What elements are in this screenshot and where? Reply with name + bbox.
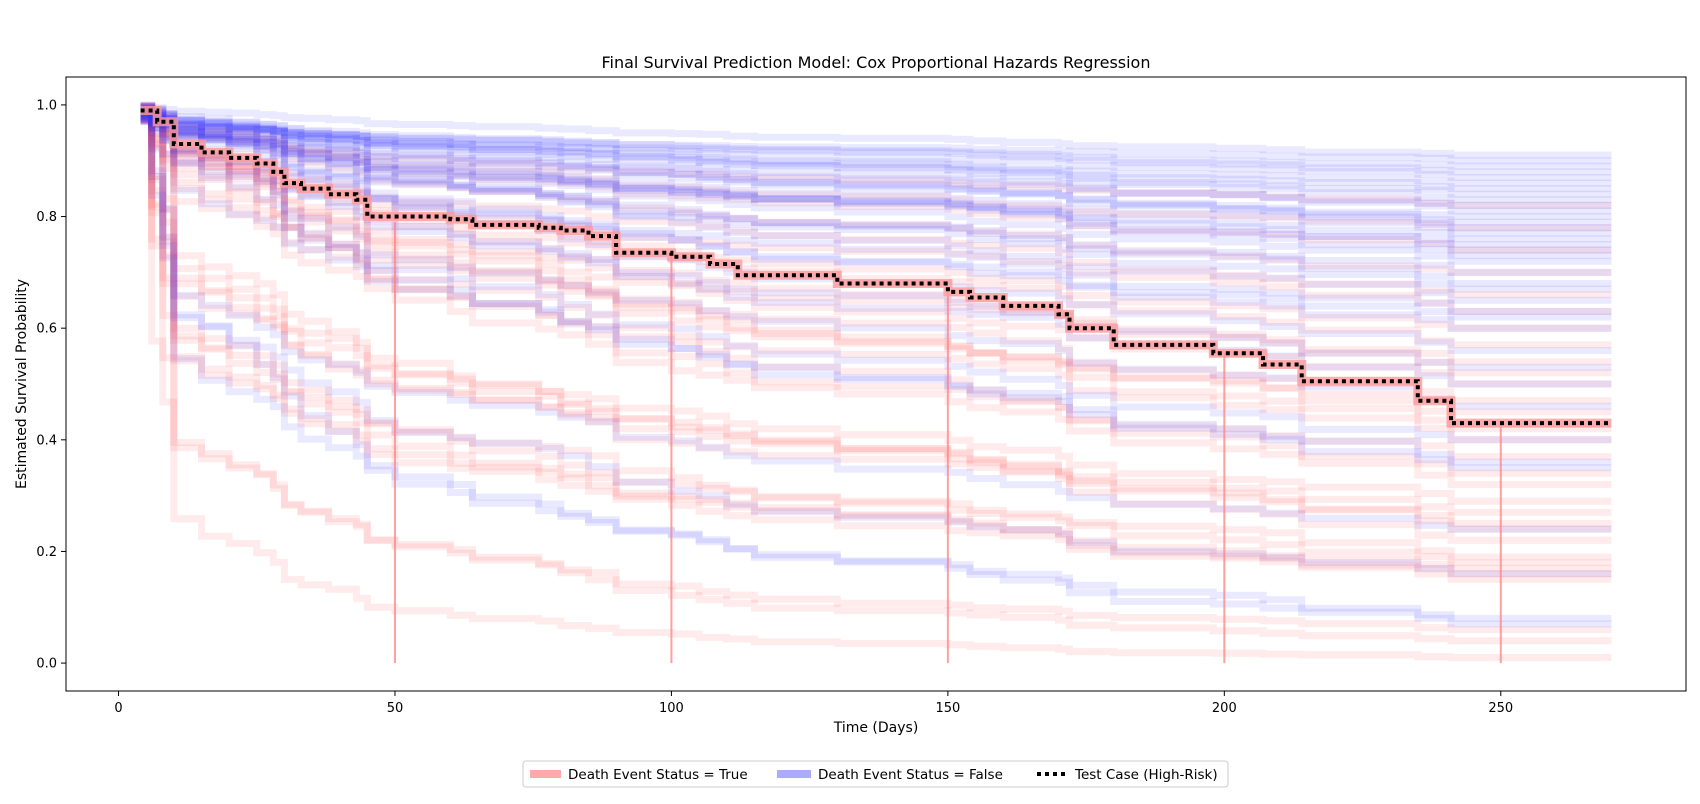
legend-label-death-true: Death Event Status = True: [568, 767, 748, 783]
death-true-curve: [140, 110, 1612, 488]
death-false-curve: [140, 103, 1612, 204]
x-tick-label: 50: [387, 701, 404, 716]
death-false-curve: [140, 109, 1612, 287]
death-true-curve: [140, 108, 1612, 405]
death-false-curve: [140, 103, 1612, 578]
death-false-curve: [140, 113, 1612, 260]
death-false-curve: [140, 101, 1612, 304]
death-false-curve: [140, 112, 1612, 265]
x-tick-label: 250: [1488, 701, 1513, 716]
death-false-curve: [140, 116, 1612, 220]
death-true-curve: [140, 116, 1612, 209]
death-false-curve: [140, 108, 1612, 293]
x-tick-label: 100: [659, 701, 684, 716]
death-true-curve: [140, 107, 1612, 567]
test-case-curve-group: [140, 106, 1612, 428]
x-axis-label: Time (Days): [833, 720, 919, 736]
y-tick-label: 0.6: [36, 322, 57, 337]
plot-area: [140, 101, 1612, 664]
death-false-curve: [140, 110, 1612, 533]
y-tick-label: 0.2: [36, 545, 57, 560]
death-false-curve: [140, 107, 1612, 187]
death-false-curve: [140, 107, 1612, 466]
death-false-curve: [140, 106, 1612, 628]
y-tick-label: 0.0: [36, 657, 57, 672]
x-tick-label: 150: [935, 701, 960, 716]
death-false-curve: [140, 115, 1612, 410]
death-false-curve: [140, 109, 1612, 254]
plot-frame: [65, 76, 1687, 692]
death-false-curve: [140, 102, 1612, 354]
death-false-curve: [140, 113, 1612, 444]
test-case-curve: [140, 108, 1612, 426]
legend: Death Event Status = True Death Event St…: [522, 760, 1229, 788]
death-true-curve: [140, 110, 1612, 533]
death-true-curve: [140, 116, 1612, 661]
death-true-curve: [140, 113, 1612, 349]
legend-frame: [522, 760, 1229, 788]
death-true-curve: [140, 105, 1612, 572]
death-false-curve: [140, 104, 1612, 226]
legend-label-test-case: Test Case (High-Risk): [1074, 767, 1218, 783]
death-false-curve: [140, 110, 1612, 198]
death-true-curve: [140, 115, 1612, 578]
death-true-curve: [140, 105, 1612, 427]
death-false-curve: [140, 117, 1612, 243]
death-false-curve: [140, 103, 1612, 232]
legend-label-death-false: Death Event Status = False: [818, 767, 1003, 783]
chart-title: Final Survival Prediction Model: Cox Pro…: [602, 53, 1151, 72]
death-true-curve: [140, 117, 1612, 416]
death-false-curve: [140, 116, 1612, 248]
death-true-curve: [140, 104, 1612, 433]
x-axis-ticks: 0 50 100 150 200 250: [114, 691, 1513, 716]
death-true-curve: [140, 112, 1612, 645]
death-true-curve: [140, 109, 1612, 544]
death-true-curve: [140, 114, 1612, 444]
x-tick-label: 0: [114, 701, 122, 716]
y-tick-label: 0.4: [36, 433, 57, 448]
death-true-curve: [140, 113, 1612, 516]
death-false-curve: [140, 107, 1612, 622]
death-true-curve: [140, 106, 1612, 527]
death-true-curve: [140, 102, 1612, 634]
death-false-curve: [140, 106, 1612, 215]
death-true-curve: [140, 103, 1612, 583]
death-false-curve: [140, 115, 1612, 176]
death-false-curve: [140, 113, 1612, 237]
death-true-curve: [140, 103, 1612, 232]
death-false-curves: [140, 101, 1612, 628]
death-false-curve: [140, 118, 1612, 165]
death-true-curve: [140, 117, 1612, 477]
death-true-curve: [140, 102, 1612, 561]
death-false-curve: [140, 111, 1612, 193]
death-true-curve: [140, 112, 1612, 276]
death-false-curve: [140, 105, 1612, 276]
death-true-curve: [140, 102, 1612, 254]
death-false-curve: [140, 111, 1612, 472]
death-true-curve: [140, 114, 1612, 505]
y-axis-label: Estimated Survival Probability: [14, 279, 30, 489]
test-case-vertical-markers: [393, 222, 1502, 664]
y-axis-ticks: 0.0 0.2 0.4 0.6 0.8 1.0: [36, 98, 66, 672]
death-false-curve: [140, 105, 1612, 315]
y-tick-label: 0.8: [36, 210, 57, 225]
death-true-curve: [140, 101, 1612, 461]
death-false-curve: [140, 108, 1612, 209]
y-tick-label: 1.0: [36, 98, 57, 113]
x-tick-label: 200: [1212, 701, 1237, 716]
death-false-curve: [140, 114, 1612, 181]
death-false-curve: [140, 102, 1612, 159]
death-false-curve: [140, 111, 1612, 170]
death-true-curve: [140, 111, 1612, 366]
